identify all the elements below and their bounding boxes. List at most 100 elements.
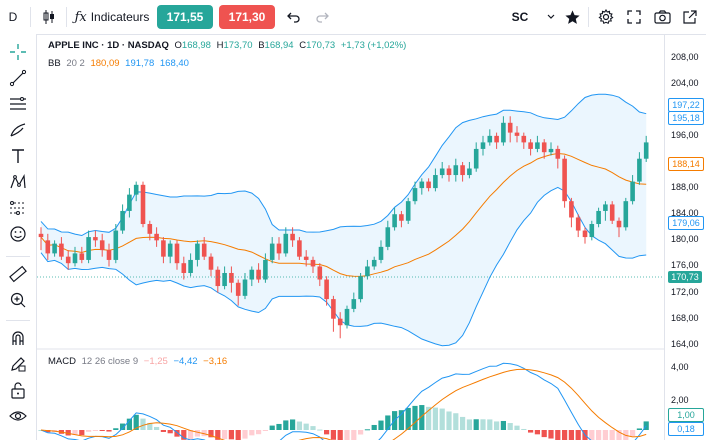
candle[interactable] (93, 230, 98, 247)
bb-lower-line[interactable] (40, 186, 647, 347)
candle[interactable] (480, 135, 486, 156)
bb-middle-line[interactable] (40, 152, 647, 277)
candle[interactable] (256, 263, 261, 283)
candle[interactable] (269, 237, 275, 264)
candle[interactable] (405, 197, 411, 225)
candle[interactable] (371, 256, 377, 270)
candle[interactable] (385, 220, 391, 251)
candle[interactable] (201, 237, 207, 260)
share-icon[interactable] (680, 0, 700, 34)
candle[interactable] (113, 224, 119, 264)
candle[interactable] (154, 227, 159, 247)
candle[interactable] (52, 240, 57, 257)
candle[interactable] (45, 233, 51, 260)
candle[interactable] (630, 175, 635, 205)
candle[interactable] (426, 178, 431, 192)
candle[interactable] (86, 230, 91, 264)
candle[interactable] (555, 145, 561, 169)
candle[interactable] (494, 132, 499, 149)
candle[interactable] (637, 152, 642, 185)
candle[interactable] (514, 126, 520, 143)
candle[interactable] (215, 266, 221, 293)
buy-price-button[interactable]: 171,30 (219, 5, 275, 29)
candle[interactable] (453, 158, 459, 182)
candle[interactable] (263, 253, 268, 283)
candle[interactable] (412, 181, 418, 205)
chevron-down-icon[interactable] (544, 0, 558, 34)
eye-icon[interactable] (8, 406, 28, 426)
candle[interactable] (419, 178, 425, 195)
candle[interactable] (106, 243, 112, 267)
candle[interactable] (575, 214, 581, 238)
candle[interactable] (344, 305, 350, 329)
fullscreen-icon[interactable] (624, 0, 644, 34)
candle[interactable] (65, 250, 71, 270)
candle[interactable] (181, 256, 187, 280)
candle[interactable] (99, 233, 105, 257)
candle[interactable] (569, 197, 574, 228)
candle[interactable] (249, 266, 255, 287)
candle[interactable] (195, 240, 200, 267)
candle[interactable] (582, 227, 588, 244)
candle[interactable] (188, 253, 193, 277)
candle[interactable] (235, 279, 241, 306)
candle[interactable] (317, 263, 323, 287)
candle[interactable] (283, 227, 289, 257)
prediction-icon[interactable] (8, 198, 28, 218)
candle[interactable] (603, 201, 608, 221)
price-chart[interactable] (37, 34, 664, 445)
candle[interactable] (596, 207, 601, 228)
candle[interactable] (297, 237, 302, 260)
candle[interactable] (72, 246, 78, 267)
trend-line-icon[interactable] (8, 68, 28, 88)
candle[interactable] (147, 220, 153, 241)
candle[interactable] (167, 240, 173, 264)
text-tool-icon[interactable] (8, 146, 28, 166)
candle[interactable] (487, 129, 493, 146)
candle[interactable] (229, 266, 234, 293)
indicators-button[interactable]: ƒx Indicateurs (74, 0, 150, 34)
macd-line[interactable] (40, 362, 647, 445)
candle[interactable] (331, 295, 336, 332)
candle[interactable] (222, 266, 227, 290)
magnet-icon[interactable] (8, 328, 28, 348)
candle[interactable] (337, 312, 343, 339)
candle[interactable] (208, 253, 214, 277)
candle[interactable] (548, 142, 554, 156)
brush-icon[interactable] (8, 120, 28, 140)
candle[interactable] (133, 181, 139, 202)
lock-icon[interactable] (8, 380, 28, 400)
layout-button[interactable]: SC (506, 0, 534, 34)
sell-price-button[interactable]: 171,55 (157, 5, 213, 29)
price-axis[interactable]: 208,00204,00200,00196,00192,00188,00184,… (664, 34, 706, 440)
candle[interactable] (439, 161, 445, 179)
gear-icon[interactable] (596, 0, 616, 34)
emoji-icon[interactable] (8, 224, 28, 244)
candle[interactable] (446, 165, 452, 182)
candle[interactable] (310, 256, 316, 273)
candle[interactable] (140, 181, 146, 228)
candle[interactable] (358, 272, 363, 303)
candle[interactable] (535, 135, 540, 153)
ruler-icon[interactable] (8, 264, 28, 284)
candle[interactable] (528, 139, 533, 156)
candle[interactable] (174, 240, 180, 270)
candle[interactable] (507, 116, 513, 143)
candle[interactable] (276, 237, 282, 260)
candle[interactable] (38, 227, 44, 251)
candle[interactable] (541, 139, 547, 159)
pencil-lock-icon[interactable] (8, 354, 28, 374)
candle[interactable] (521, 132, 527, 149)
zoom-in-icon[interactable] (8, 290, 28, 310)
candle[interactable] (351, 292, 357, 313)
candle[interactable] (120, 204, 125, 234)
candle[interactable] (290, 227, 295, 247)
pattern-icon[interactable] (8, 172, 28, 192)
signal-line[interactable] (40, 368, 647, 445)
candle[interactable] (623, 197, 629, 231)
candle[interactable] (473, 142, 479, 172)
candle[interactable] (501, 116, 506, 146)
candle[interactable] (365, 259, 370, 280)
candle[interactable] (562, 155, 567, 208)
candle[interactable] (460, 161, 465, 182)
